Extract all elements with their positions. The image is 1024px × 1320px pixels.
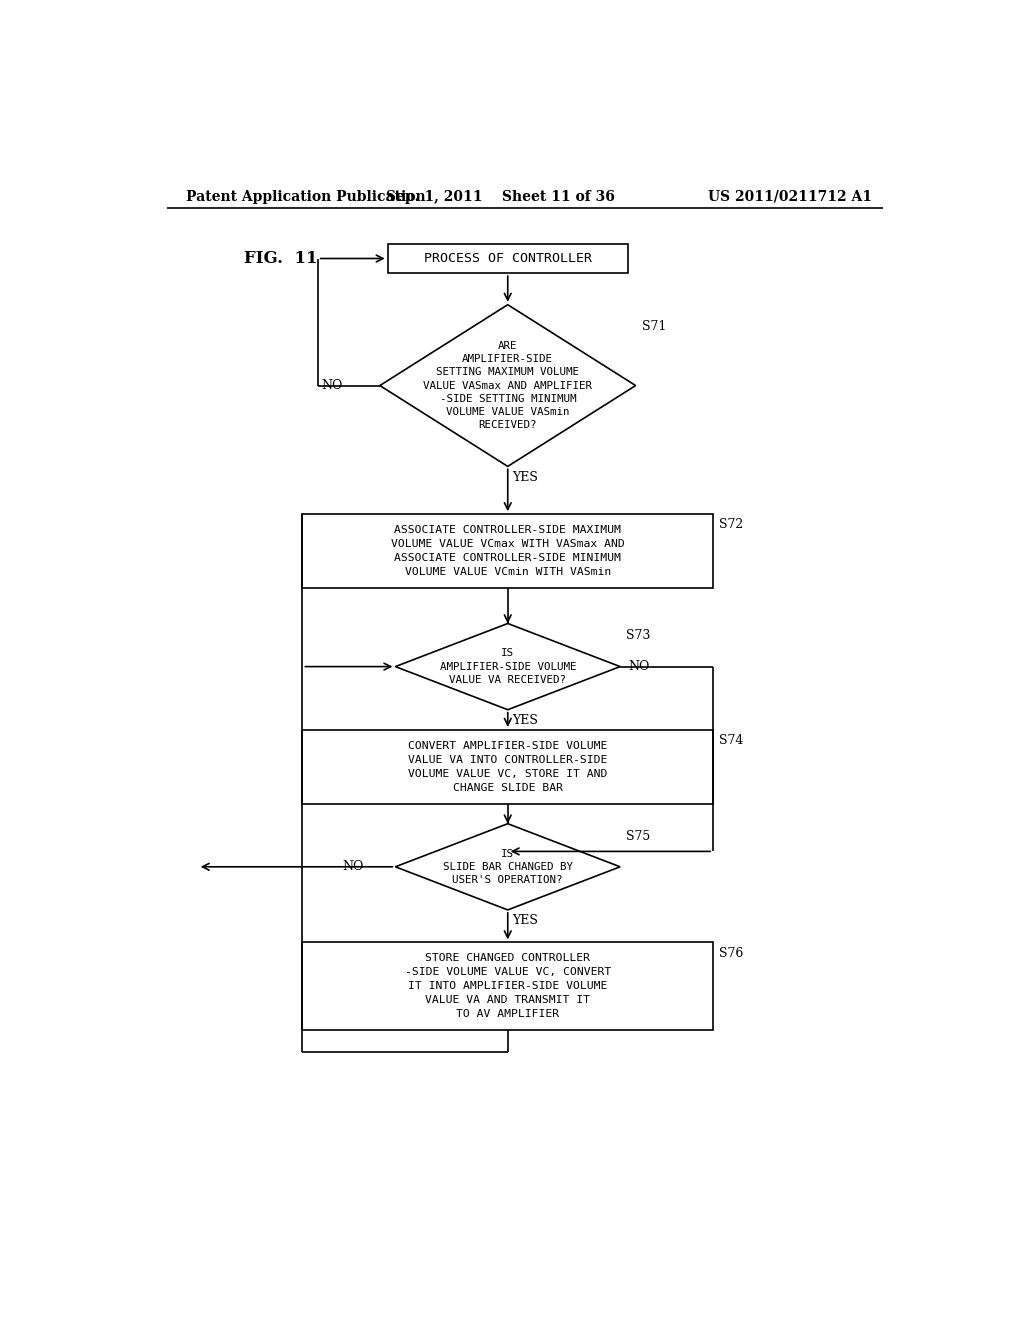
Text: PROCESS OF CONTROLLER: PROCESS OF CONTROLLER — [424, 252, 592, 265]
Text: Sep. 1, 2011    Sheet 11 of 36: Sep. 1, 2011 Sheet 11 of 36 — [386, 190, 614, 203]
Text: S75: S75 — [627, 829, 650, 842]
Text: NO: NO — [322, 379, 343, 392]
Text: US 2011/0211712 A1: US 2011/0211712 A1 — [708, 190, 872, 203]
Text: CONVERT AMPLIFIER-SIDE VOLUME
VALUE VA INTO CONTROLLER-SIDE
VOLUME VALUE VC, STO: CONVERT AMPLIFIER-SIDE VOLUME VALUE VA I… — [408, 741, 607, 793]
Text: ARE
AMPLIFIER-SIDE
SETTING MAXIMUM VOLUME
VALUE VASmax AND AMPLIFIER
-SIDE SETTI: ARE AMPLIFIER-SIDE SETTING MAXIMUM VOLUM… — [423, 341, 592, 430]
Text: S76: S76 — [719, 946, 743, 960]
Text: YES: YES — [512, 471, 539, 483]
Text: IS
SLIDE BAR CHANGED BY
USER'S OPERATION?: IS SLIDE BAR CHANGED BY USER'S OPERATION… — [442, 849, 572, 884]
Text: FIG.  11: FIG. 11 — [245, 249, 317, 267]
FancyBboxPatch shape — [302, 730, 713, 804]
Polygon shape — [395, 824, 621, 909]
Text: NO: NO — [628, 660, 649, 673]
Text: S73: S73 — [627, 630, 650, 643]
Text: NO: NO — [342, 861, 364, 874]
Polygon shape — [395, 623, 621, 710]
FancyBboxPatch shape — [302, 942, 713, 1030]
FancyBboxPatch shape — [388, 244, 628, 273]
Text: S71: S71 — [642, 319, 667, 333]
Text: Patent Application Publication: Patent Application Publication — [186, 190, 426, 203]
Text: STORE CHANGED CONTROLLER
-SIDE VOLUME VALUE VC, CONVERT
IT INTO AMPLIFIER-SIDE V: STORE CHANGED CONTROLLER -SIDE VOLUME VA… — [404, 953, 611, 1019]
FancyBboxPatch shape — [302, 515, 713, 589]
Text: YES: YES — [512, 714, 539, 727]
Text: S74: S74 — [719, 734, 743, 747]
Text: IS
AMPLIFIER-SIDE VOLUME
VALUE VA RECEIVED?: IS AMPLIFIER-SIDE VOLUME VALUE VA RECEIV… — [439, 648, 575, 685]
Polygon shape — [380, 305, 636, 466]
Text: ASSOCIATE CONTROLLER-SIDE MAXIMUM
VOLUME VALUE VCmax WITH VASmax AND
ASSOCIATE C: ASSOCIATE CONTROLLER-SIDE MAXIMUM VOLUME… — [391, 525, 625, 577]
Text: S72: S72 — [719, 519, 743, 532]
Text: YES: YES — [512, 915, 539, 927]
